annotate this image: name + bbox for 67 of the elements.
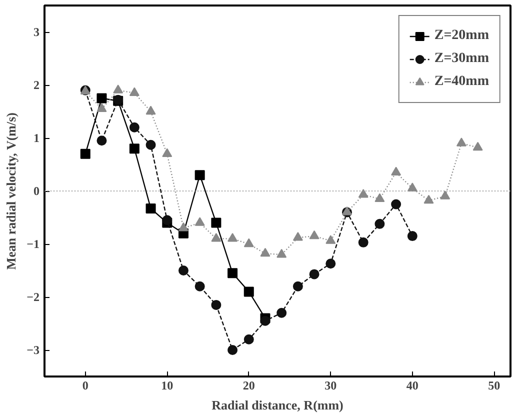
point	[326, 235, 336, 244]
y-tick-label: 3	[34, 25, 40, 39]
y-tick-label: −3	[26, 343, 40, 357]
point	[194, 217, 205, 226]
point	[228, 268, 238, 278]
point	[292, 232, 303, 241]
point	[358, 189, 368, 198]
point	[244, 334, 254, 344]
point	[472, 142, 483, 151]
point	[80, 148, 90, 159]
point	[244, 286, 254, 297]
point	[440, 190, 450, 200]
y-axis-title: Mean radial velocity, V(m/s)	[4, 112, 19, 270]
point	[424, 194, 434, 204]
point	[162, 148, 172, 157]
x-axis-title: Radial distance, R(mm)	[212, 398, 344, 412]
point	[244, 238, 254, 248]
point	[228, 233, 238, 242]
point	[407, 182, 418, 192]
point	[391, 199, 402, 210]
point	[260, 316, 270, 326]
x-tick-label: 50	[488, 378, 500, 392]
point	[326, 258, 336, 269]
legend-label: Z=30mm	[434, 51, 489, 67]
x-tick-label: 20	[242, 378, 255, 392]
point	[178, 266, 188, 276]
point	[96, 103, 107, 112]
point	[113, 84, 124, 94]
point	[276, 308, 287, 318]
point	[456, 138, 466, 146]
y-tick-label: 2	[34, 78, 40, 92]
legend-label: Z=40mm	[434, 74, 489, 90]
point	[178, 222, 188, 232]
point	[276, 248, 287, 258]
point	[129, 144, 140, 154]
point	[374, 218, 385, 229]
point	[407, 231, 418, 242]
point	[309, 269, 320, 280]
point	[146, 140, 156, 150]
point	[228, 345, 238, 355]
point	[129, 87, 140, 96]
point	[194, 170, 205, 180]
point	[211, 218, 222, 228]
y-tick-label: −2	[26, 290, 40, 304]
point	[146, 106, 156, 115]
point	[211, 233, 222, 242]
point	[260, 248, 270, 257]
point	[391, 166, 402, 176]
y-tick-label: 1	[34, 131, 40, 145]
x-tick-label: 10	[161, 378, 174, 392]
legend-label: Z=20mm	[434, 28, 489, 44]
point	[358, 237, 368, 248]
point	[96, 136, 107, 146]
point	[129, 122, 140, 132]
x-tick-label: 0	[82, 378, 88, 392]
point	[96, 93, 107, 104]
point	[162, 215, 172, 226]
x-tick-label: 40	[406, 378, 418, 392]
y-tick-label: −1	[26, 237, 40, 251]
point	[374, 193, 385, 202]
y-tick-label: 0	[34, 184, 40, 198]
x-tick-label: 30	[324, 378, 337, 392]
point	[146, 203, 156, 214]
point	[309, 230, 320, 240]
point	[194, 281, 205, 292]
point	[211, 300, 222, 310]
point	[292, 281, 303, 292]
